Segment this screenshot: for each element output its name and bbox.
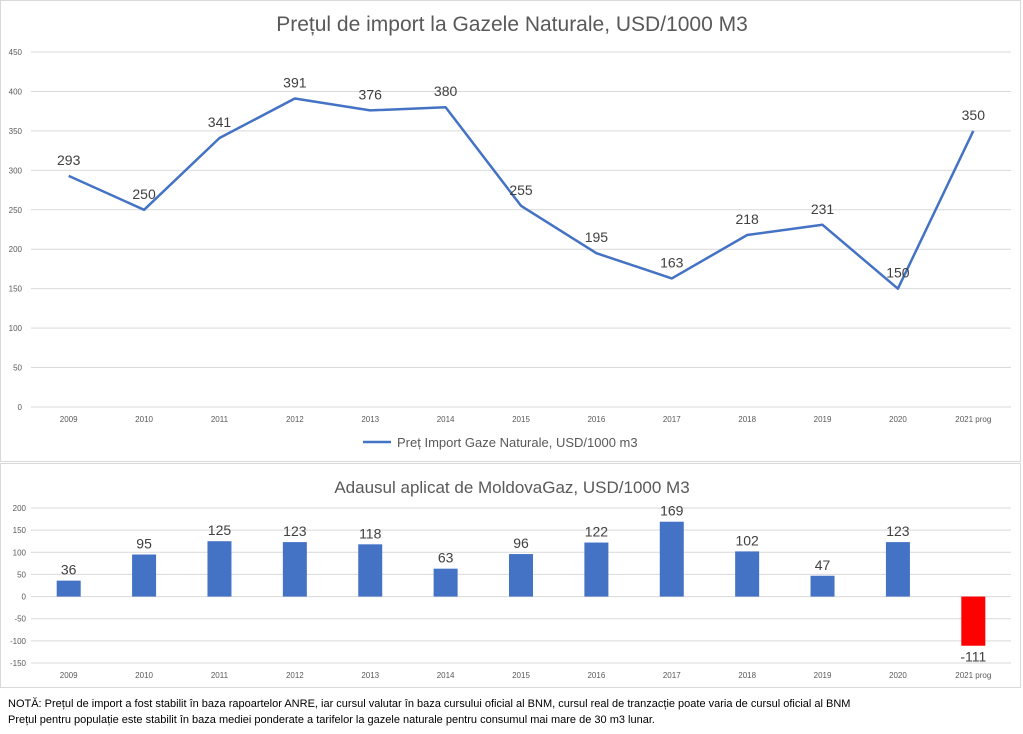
- data-label: 123: [886, 523, 910, 539]
- data-label: 255: [509, 182, 533, 198]
- y-tick-label: 100: [13, 548, 27, 557]
- import-price-chart-title: Prețul de import la Gazele Naturale, USD…: [276, 13, 748, 36]
- x-tick-label: 2011: [211, 671, 229, 680]
- x-tick-label: 2016: [587, 671, 605, 680]
- y-tick-label: 350: [9, 127, 23, 136]
- data-label: 125: [208, 522, 232, 538]
- data-label: 96: [513, 535, 529, 551]
- data-label: 350: [962, 107, 986, 123]
- data-label: 341: [208, 114, 232, 130]
- x-tick-label: 2017: [663, 415, 681, 424]
- y-tick-label: 50: [17, 570, 26, 579]
- x-tick-label: 2019: [814, 671, 832, 680]
- data-label: 169: [660, 503, 684, 519]
- data-label: 123: [283, 523, 307, 539]
- x-tick-label: 2011: [211, 415, 229, 424]
- data-label: 122: [585, 524, 609, 540]
- import-price-series-line: [68, 97, 975, 290]
- import-price-line-chart: Prețul de import la Gazele Naturale, USD…: [9, 13, 1011, 450]
- y-tick-label: 400: [9, 87, 23, 96]
- data-label: 118: [359, 525, 382, 541]
- y-tick-label: 450: [9, 48, 23, 57]
- x-tick-label: 2016: [587, 415, 605, 424]
- bar: [358, 544, 383, 597]
- data-label: 293: [57, 152, 81, 168]
- margin-chart-panel: Adausul aplicat de MoldovaGaz, USD/1000 …: [0, 463, 1021, 688]
- x-tick-label: 2012: [286, 671, 304, 680]
- data-label: 150: [886, 265, 910, 281]
- y-tick-label: -150: [10, 659, 27, 668]
- x-tick-label: 2013: [361, 415, 379, 424]
- data-label: 163: [660, 254, 684, 270]
- y-tick-label: 250: [9, 206, 23, 215]
- x-tick-label: 2015: [512, 415, 530, 424]
- margin-bar-chart: Adausul aplicat de MoldovaGaz, USD/1000 …: [10, 478, 1011, 680]
- legend-label: Preț Import Gaze Naturale, USD/1000 m3: [397, 435, 638, 450]
- data-label: 95: [136, 536, 152, 552]
- data-label: 195: [585, 229, 609, 245]
- x-tick-label: 2015: [512, 671, 530, 680]
- bar: [735, 551, 760, 597]
- bar: [659, 521, 684, 597]
- x-tick-label: 2012: [286, 415, 304, 424]
- x-tick-label: 2018: [738, 671, 756, 680]
- x-tick-label: 2021 prog: [955, 671, 991, 680]
- x-tick-label: 2009: [60, 415, 78, 424]
- x-tick-label: 2021 prog: [955, 415, 991, 424]
- data-label: 47: [815, 557, 831, 573]
- x-tick-label: 2018: [738, 415, 756, 424]
- import-price-legend: Preț Import Gaze Naturale, USD/1000 m3: [363, 435, 638, 450]
- bar: [282, 542, 307, 597]
- data-label: 218: [735, 211, 759, 227]
- x-tick-label: 2014: [437, 415, 455, 424]
- x-tick-label: 2020: [889, 415, 907, 424]
- bar: [433, 568, 458, 597]
- note-line-2: Prețul pentru populație este stabilit în…: [8, 714, 655, 726]
- bar: [509, 554, 533, 597]
- y-tick-label: 200: [13, 504, 27, 513]
- data-label: -111: [960, 649, 986, 665]
- x-tick-label: 2009: [60, 671, 78, 680]
- x-tick-label: 2020: [889, 671, 907, 680]
- import-price-chart-panel: Prețul de import la Gazele Naturale, USD…: [0, 0, 1021, 462]
- y-tick-label: -50: [14, 615, 26, 624]
- margin-chart-title: Adausul aplicat de MoldovaGaz, USD/1000 …: [334, 478, 689, 497]
- y-tick-label: 50: [13, 364, 22, 373]
- y-tick-label: 0: [22, 593, 27, 602]
- x-tick-label: 2013: [361, 671, 379, 680]
- data-label: 231: [811, 201, 835, 217]
- x-tick-label: 2019: [814, 415, 832, 424]
- data-label: 391: [283, 75, 307, 91]
- bar: [885, 542, 910, 597]
- bar: [961, 596, 986, 646]
- bar: [810, 575, 835, 597]
- y-tick-label: 300: [9, 166, 23, 175]
- y-tick-label: 150: [13, 526, 27, 535]
- bar: [132, 554, 157, 597]
- y-tick-label: 0: [18, 403, 23, 412]
- data-label: 250: [132, 186, 156, 202]
- x-tick-label: 2010: [135, 415, 153, 424]
- y-tick-label: 200: [9, 245, 23, 254]
- note-line-1: NOTĂ: Prețul de import a fost stabilit î…: [8, 698, 851, 710]
- data-label: 36: [61, 562, 77, 578]
- bar: [56, 580, 81, 597]
- x-tick-label: 2010: [135, 671, 153, 680]
- y-tick-label: 100: [9, 324, 23, 333]
- data-label: 102: [735, 532, 759, 548]
- y-tick-label: 150: [9, 285, 23, 294]
- x-tick-label: 2014: [437, 671, 455, 680]
- y-tick-label: -100: [10, 637, 27, 646]
- data-label: 380: [434, 83, 458, 99]
- data-label: 376: [359, 86, 383, 102]
- data-label: 63: [438, 550, 454, 566]
- bar: [207, 541, 232, 597]
- x-tick-label: 2017: [663, 671, 681, 680]
- bar: [584, 542, 609, 597]
